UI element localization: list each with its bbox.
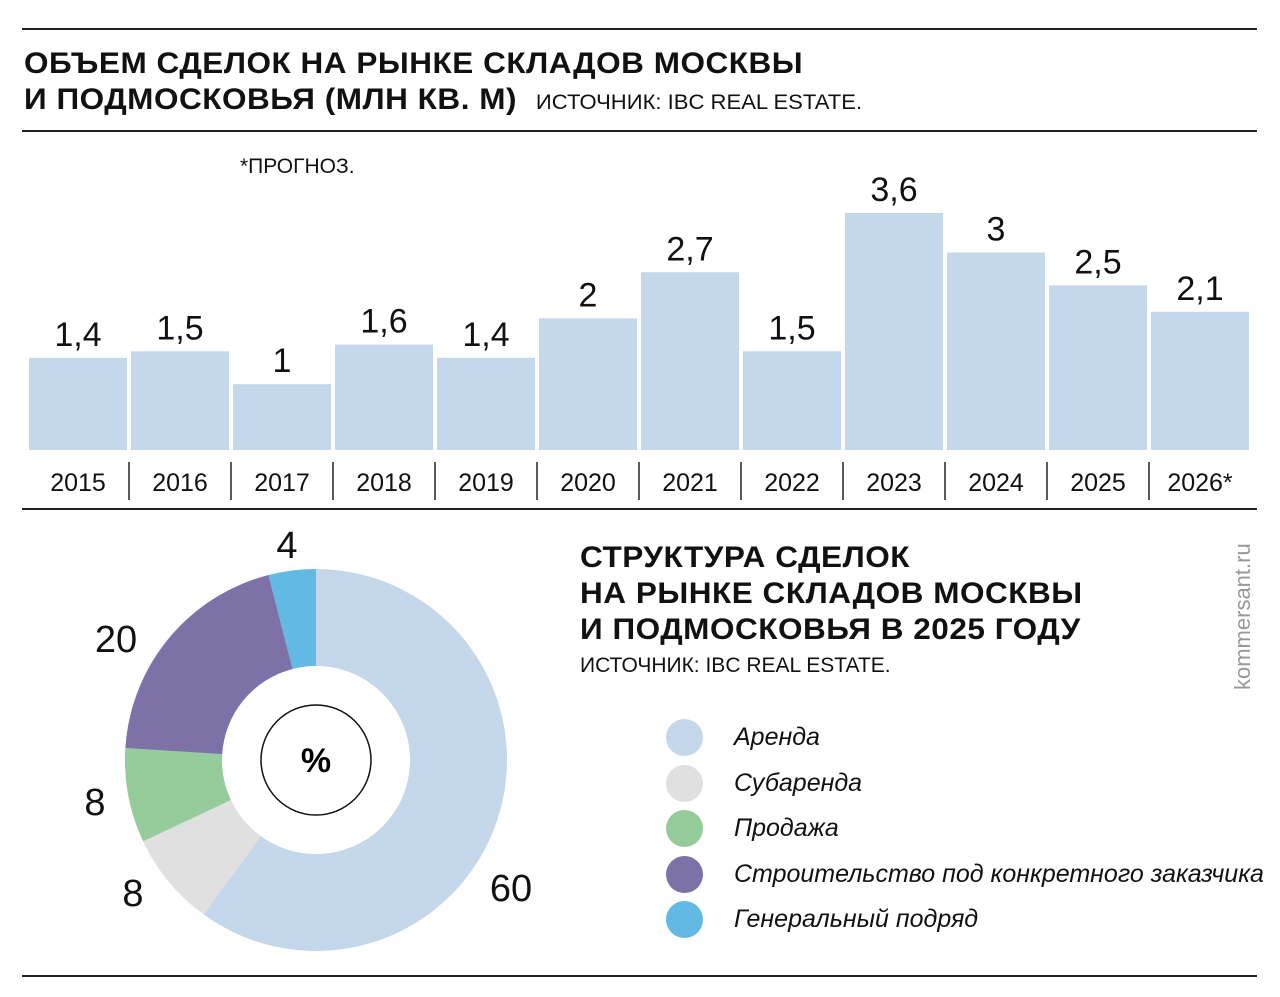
legend-item: Строительство под конкретного заказчика	[666, 852, 1264, 898]
year-tick-label: 2021	[662, 469, 718, 497]
slice-value-label: 60	[490, 868, 532, 910]
year-tick-label: 2019	[458, 469, 514, 497]
bar-2024	[947, 252, 1045, 450]
bar-value-label: 1	[273, 342, 292, 380]
legend-swatch	[666, 810, 703, 848]
bottom-rule	[22, 975, 1257, 977]
forecast-note: *ПРОГНОЗ.	[240, 155, 355, 178]
year-tick-label: 2025	[1070, 469, 1126, 497]
bar-value-label: 1,4	[462, 316, 509, 354]
year-tick-label: 2023	[866, 469, 922, 497]
pie-title: СТРУКТУРА СДЕЛОК НА РЫНКЕ СКЛАДОВ МОСКВЫ…	[580, 540, 1083, 648]
legend-label: Строительство под конкретного заказчика	[734, 859, 1264, 888]
year-tick-label: 2020	[560, 469, 616, 497]
pie-legend: Аренда Субаренда Продажа Строительство под …	[666, 715, 1264, 943]
bar-value-label: 2,1	[1176, 270, 1223, 308]
legend-swatch	[666, 719, 703, 757]
bar-2017	[233, 384, 331, 450]
year-tick-label: 2015	[50, 469, 106, 497]
slice-value-label: 4	[276, 525, 297, 567]
pie-title-line-1: СТРУКТУРА СДЕЛОК	[580, 541, 911, 574]
legend-item: Аренда	[666, 715, 1264, 761]
legend-swatch	[666, 855, 703, 893]
source-text: ИСТОЧНИК: IBC REAL ESTATE.	[535, 91, 863, 114]
slice-4	[268, 569, 316, 669]
bar-value-label: 2	[579, 276, 598, 314]
legend-item: Субаренда	[666, 761, 1264, 807]
bar-value-label: 1,6	[360, 303, 407, 341]
slice-1	[143, 800, 261, 915]
bar-value-label: 1,5	[768, 309, 815, 347]
bar-2016	[131, 351, 229, 450]
bar-value-label: 2,5	[1074, 243, 1121, 281]
brand-watermark: kommersant.ru	[1230, 543, 1255, 690]
bar-value-label: 1,5	[156, 309, 203, 347]
bar-2015	[29, 357, 127, 450]
title-line-1: ОБЪЕМ СДЕЛОК НА РЫНКЕ СКЛАДОВ МОСКВЫ	[24, 47, 804, 80]
slice-0	[203, 569, 507, 951]
legend-item: Генеральный подряд	[666, 897, 1264, 943]
bar-2023	[845, 213, 943, 450]
legend-item: Продажа	[666, 806, 1264, 852]
header-rule	[22, 130, 1257, 132]
slice-value-label: 8	[84, 782, 105, 824]
legend-label: Аренда	[734, 723, 820, 752]
legend-swatch	[666, 901, 703, 939]
bar-2019	[437, 357, 535, 450]
slice-2	[124, 748, 231, 842]
year-tick-label: 2024	[968, 469, 1024, 497]
year-tick-label: 2016	[152, 469, 208, 497]
legend-label: Субаренда	[734, 768, 863, 797]
slice-3	[125, 575, 293, 755]
title-line-2: И ПОДМОСКОВЬЯ (МЛН КВ. М)	[24, 83, 518, 116]
bar-value-label: 3	[987, 211, 1006, 249]
year-tick-label: 2022	[764, 469, 820, 497]
bar-value-label: 3,6	[870, 171, 917, 209]
year-tick-label: 2018	[356, 469, 412, 497]
bar-value-label: 2,7	[666, 230, 713, 268]
bar-2021	[641, 272, 739, 450]
legend-swatch	[666, 764, 703, 802]
bar-2026*	[1151, 311, 1249, 450]
center-circle	[260, 704, 372, 816]
legend-label: Генеральный подряд	[734, 905, 979, 934]
top-rule	[22, 28, 1257, 30]
pie-source: ИСТОЧНИК: IBC REAL ESTATE.	[580, 654, 891, 677]
slice-value-label: 20	[95, 619, 137, 661]
pie-title-line-2: НА РЫНКЕ СКЛАДОВ МОСКВЫ	[580, 577, 1083, 610]
legend-label: Продажа	[734, 814, 839, 843]
middle-rule	[22, 508, 1257, 510]
bar-2022	[743, 351, 841, 450]
bar-2018	[335, 344, 433, 450]
bar-2020	[539, 318, 637, 450]
bar-2025	[1049, 285, 1147, 450]
year-tick-label: 2017	[254, 469, 310, 497]
chart-title: ОБЪЕМ СДЕЛОК НА РЫНКЕ СКЛАДОВ МОСКВЫ И П…	[24, 46, 862, 121]
pie-title-line-3: И ПОДМОСКОВЬЯ В 2025 ГОДУ	[580, 613, 1081, 646]
center-percent-label: %	[301, 742, 331, 780]
slice-value-label: 8	[122, 873, 143, 915]
bar-value-label: 1,4	[54, 316, 101, 354]
year-tick-label: 2026*	[1167, 469, 1233, 497]
